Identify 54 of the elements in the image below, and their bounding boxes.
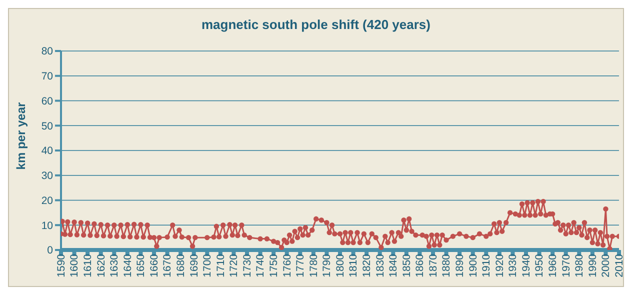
y-tick-label: 70 — [41, 70, 54, 83]
x-tick-label: 1730 — [241, 254, 254, 278]
x-tick-label: 1790 — [321, 254, 334, 278]
x-tick-label: 1990 — [586, 254, 599, 278]
y-tick-label: 50 — [41, 120, 54, 132]
x-tick-label: 1880 — [440, 254, 453, 278]
x-tick-label: 1590 — [55, 254, 68, 278]
x-tick-label: 1930 — [507, 254, 520, 278]
x-tick-label: 1650 — [135, 254, 148, 278]
x-tick-label: 1850 — [400, 254, 413, 278]
y-tick-label: 10 — [41, 220, 54, 232]
x-tick-label: 1720 — [228, 254, 240, 278]
y-tick-label: 0 — [47, 244, 54, 257]
x-tick-label: 1660 — [148, 254, 160, 278]
x-tick-label: 1780 — [308, 254, 320, 278]
x-tick-label: 1700 — [202, 254, 214, 278]
x-tick-label: 1860 — [414, 254, 426, 278]
x-tick-label: 1610 — [82, 254, 94, 278]
y-tick-label: 30 — [41, 170, 54, 182]
x-tick-label: 1750 — [268, 254, 280, 278]
x-tick-label: 1810 — [348, 254, 360, 278]
x-tick-label: 1670 — [162, 254, 174, 278]
x-tick-label: 1640 — [122, 254, 134, 278]
y-tick-label: 80 — [41, 46, 54, 58]
x-tick-label: 1620 — [95, 254, 108, 278]
x-tick-label: 1960 — [547, 254, 560, 278]
x-tick-label: 1920 — [494, 254, 506, 278]
x-tick-label: 1900 — [467, 254, 480, 278]
x-tick-label: 1820 — [361, 254, 374, 278]
y-tick-label: 40 — [41, 145, 54, 158]
x-tick-label: 1710 — [214, 254, 227, 278]
x-tick-label: 1890 — [454, 254, 466, 278]
x-tick-label: 1940 — [520, 254, 532, 278]
x-tick-label: 1770 — [294, 254, 307, 278]
x-tick-label: 1910 — [480, 254, 493, 278]
x-tick-label: 1740 — [254, 254, 267, 278]
y-tick-label: 60 — [41, 95, 54, 108]
x-tick-label: 1680 — [175, 254, 188, 278]
y-axis-title: km per year — [14, 101, 28, 172]
x-tick-label: 1980 — [574, 254, 586, 278]
chart-title: magnetic south pole shift (420 years) — [200, 17, 432, 32]
x-tick-label: 1840 — [388, 254, 400, 278]
x-tick-label: 2010 — [613, 254, 626, 278]
x-tick-label: 2000 — [600, 254, 612, 278]
x-tick-label: 1830 — [374, 254, 386, 278]
x-tick-label: 1760 — [281, 254, 294, 278]
x-tick-label: 1800 — [334, 254, 346, 278]
x-tick-label: 1950 — [534, 254, 546, 278]
x-tick-label: 1970 — [560, 254, 572, 278]
x-tick-label: 1690 — [188, 254, 200, 278]
y-tick-label: 20 — [41, 194, 54, 207]
x-tick-label: 1870 — [427, 254, 440, 278]
x-tick-label: 1600 — [68, 254, 81, 278]
x-tick-label: 1630 — [108, 254, 121, 278]
